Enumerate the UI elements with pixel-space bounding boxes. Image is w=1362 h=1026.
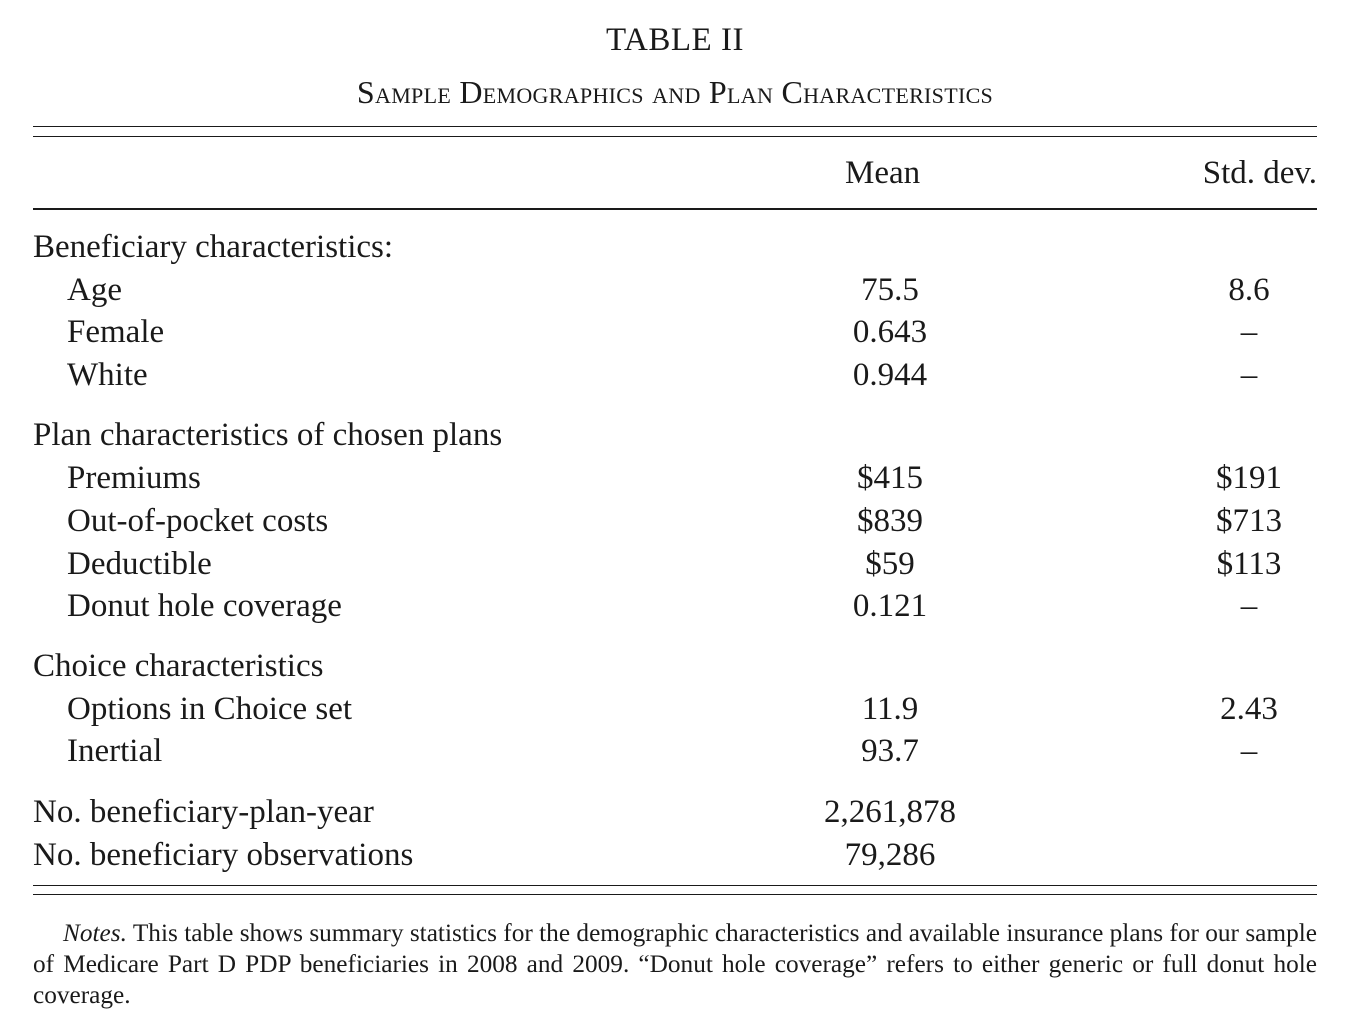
table-row-white: White 0.944 – <box>33 355 1317 395</box>
table-row-inertial: Inertial 93.7 – <box>33 731 1317 771</box>
section-heading-beneficiary: Beneficiary characteristics: <box>33 227 1317 267</box>
row-mean: 93.7 <box>861 733 919 769</box>
table-row-plan-year-count: No. beneficiary-plan-year 2,261,878 <box>33 792 1317 832</box>
notes-text: This table shows summary statistics for … <box>33 919 1317 1009</box>
top-rule-2 <box>33 136 1317 137</box>
row-std-dev: 8.6 <box>1228 272 1270 308</box>
row-mean: 79,286 <box>844 837 936 873</box>
bottom-rule-2 <box>33 894 1317 895</box>
row-mean: 2,261,878 <box>824 794 956 830</box>
table-row-age: Age 75.5 8.6 <box>33 270 1317 310</box>
row-label: Age <box>67 272 122 308</box>
row-label: Inertial <box>67 733 163 769</box>
row-label: No. beneficiary observations <box>33 837 414 873</box>
row-label: Female <box>67 314 165 350</box>
table-row-female: Female 0.643 – <box>33 312 1317 352</box>
row-mean: $415 <box>857 460 923 496</box>
column-header-mean: Mean <box>845 155 921 191</box>
row-std-dev: – <box>1240 588 1258 624</box>
section-heading-choice: Choice characteristics <box>33 646 1317 686</box>
table-row-deductible: Deductible $59 $113 <box>33 544 1317 584</box>
notes-label: Notes. <box>63 919 127 947</box>
row-std-dev: $191 <box>1216 460 1282 496</box>
table-row-options: Options in Choice set 11.9 2.43 <box>33 689 1317 729</box>
row-label: Donut hole coverage <box>67 588 342 624</box>
table-row-out-of-pocket: Out-of-pocket costs $839 $713 <box>33 501 1317 541</box>
table-row-premiums: Premiums $415 $191 <box>33 458 1317 498</box>
row-std-dev: – <box>1240 357 1258 393</box>
row-label: No. beneficiary-plan-year <box>33 794 374 830</box>
table-row-observations-count: No. beneficiary observations 79,286 <box>33 835 1317 875</box>
section-heading-label: Choice characteristics <box>33 648 324 684</box>
table-page: TABLE II Sample Demographics and Plan Ch… <box>33 0 1317 1026</box>
row-std-dev: 2.43 <box>1220 691 1278 727</box>
bottom-rule-1 <box>33 885 1317 886</box>
row-std-dev: $113 <box>1216 546 1282 582</box>
header-rule <box>33 208 1317 210</box>
table-subtitle: Sample Demographics and Plan Characteris… <box>356 74 994 110</box>
column-header-std-dev: Std. dev. <box>1202 155 1317 191</box>
top-rule-1 <box>33 126 1317 127</box>
section-heading-label: Beneficiary characteristics: <box>33 229 394 265</box>
row-std-dev: – <box>1240 314 1258 350</box>
row-label: Premiums <box>67 460 201 496</box>
table-title: TABLE II <box>606 22 744 58</box>
row-label: Out-of-pocket costs <box>67 503 329 539</box>
row-std-dev: – <box>1240 733 1258 769</box>
table-row-donut-hole: Donut hole coverage 0.121 – <box>33 586 1317 626</box>
row-mean: 75.5 <box>861 272 919 308</box>
row-mean: 0.121 <box>852 588 928 624</box>
section-heading-plan: Plan characteristics of chosen plans <box>33 415 1317 455</box>
row-mean: $839 <box>857 503 923 539</box>
row-mean: 0.643 <box>852 314 928 350</box>
row-std-dev: $713 <box>1216 503 1282 539</box>
row-mean: 11.9 <box>861 691 919 727</box>
table-notes: Notes. This table shows summary statisti… <box>33 918 1317 1011</box>
row-mean: $59 <box>865 546 915 582</box>
row-label: White <box>67 357 148 393</box>
section-heading-label: Plan characteristics of chosen plans <box>33 417 503 453</box>
row-mean: 0.944 <box>852 357 928 393</box>
row-label: Deductible <box>67 546 212 582</box>
row-label: Options in Choice set <box>67 691 353 727</box>
